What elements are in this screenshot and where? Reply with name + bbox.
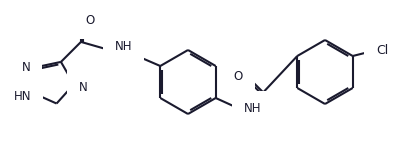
Text: N: N bbox=[22, 61, 31, 74]
Text: HN: HN bbox=[13, 90, 31, 104]
Text: O: O bbox=[85, 14, 94, 27]
Text: NH: NH bbox=[115, 40, 132, 53]
Text: Cl: Cl bbox=[377, 44, 389, 57]
Text: N: N bbox=[79, 81, 88, 94]
Text: O: O bbox=[233, 69, 243, 82]
Text: NH: NH bbox=[244, 102, 261, 116]
